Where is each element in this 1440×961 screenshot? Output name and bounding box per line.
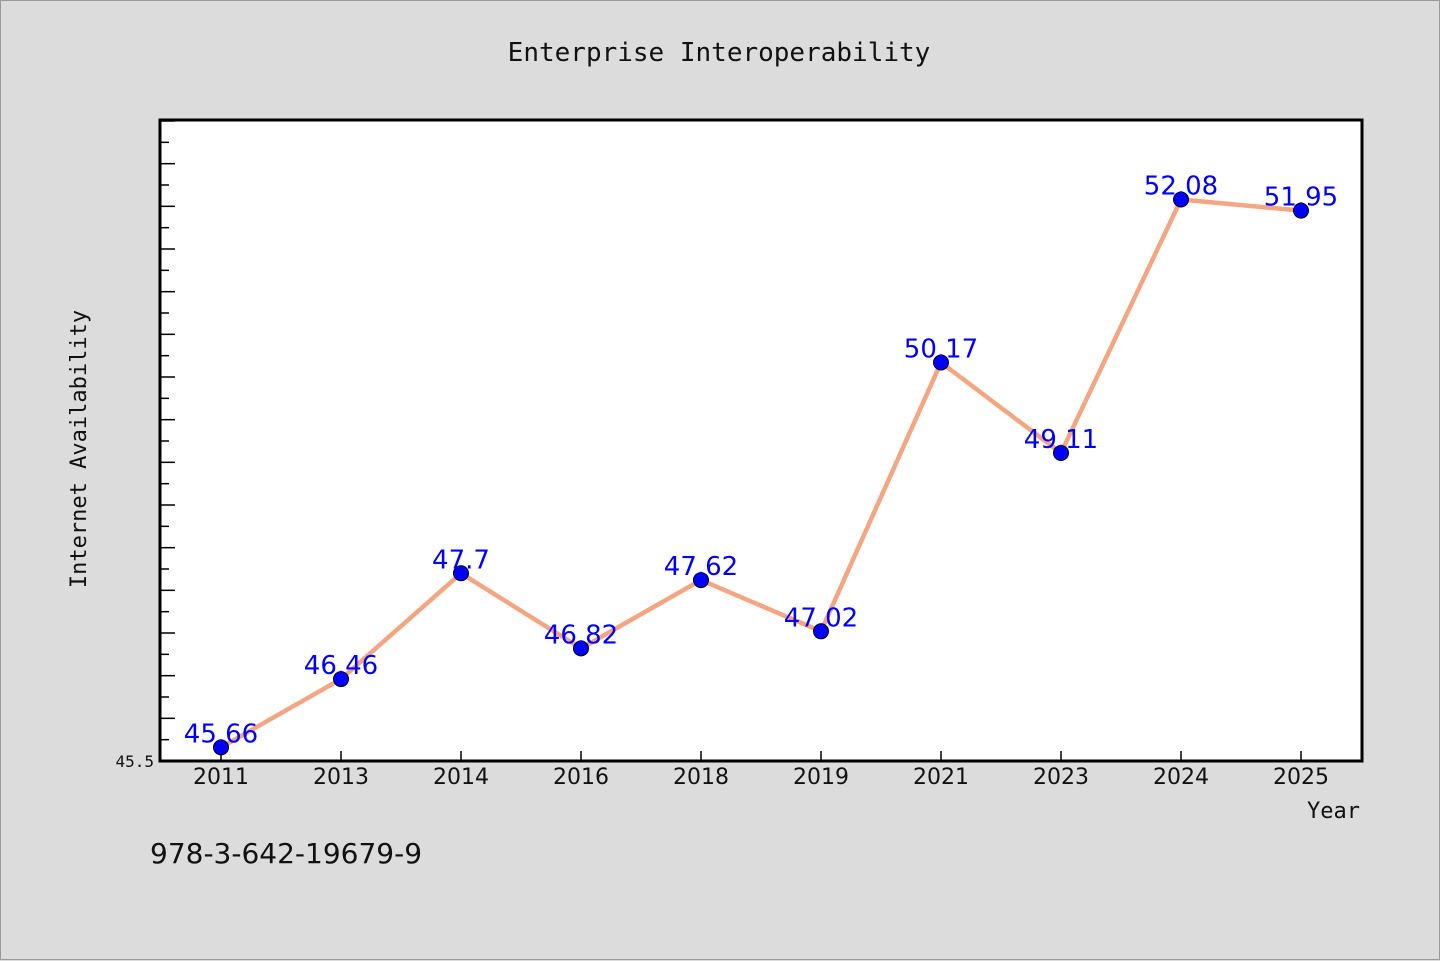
data-point [333, 671, 349, 688]
series-markers [213, 191, 1309, 756]
data-label: 47.7 [432, 545, 490, 575]
data-label: 45.66 [184, 719, 258, 749]
x-tick-label: 2016 [553, 765, 609, 790]
x-axis-label: Year [1307, 799, 1360, 824]
y-axis-ticks [161, 120, 175, 762]
data-label: 46.46 [304, 651, 378, 681]
data-point [693, 572, 709, 589]
x-tick-label: 2023 [1033, 765, 1089, 790]
data-point [933, 354, 949, 371]
data-point [1173, 191, 1189, 208]
data-label: 46.82 [544, 620, 618, 650]
data-label: 47.62 [664, 552, 738, 582]
x-axis-tick-labels: 2011 2013 2014 2016 2018 2019 2021 2023 2024 2025 [193, 765, 1329, 790]
x-tick-label: 2013 [313, 765, 369, 790]
data-point [813, 623, 829, 640]
data-label: 51.95 [1264, 183, 1338, 213]
x-tick-label: 2021 [913, 765, 969, 790]
x-axis-ticks [220, 751, 1302, 761]
data-point [1053, 444, 1069, 461]
plot-area [158, 118, 1364, 763]
data-point [453, 565, 469, 582]
data-label: 49.11 [1024, 425, 1098, 455]
x-tick-label: 2018 [673, 765, 729, 790]
data-point [573, 640, 589, 657]
data-point [213, 739, 229, 756]
data-point [1293, 202, 1309, 219]
data-label: 52.08 [1144, 172, 1218, 202]
data-label: 47.02 [784, 603, 858, 633]
x-tick-label: 2025 [1273, 765, 1329, 790]
y-axis-label: Internet Availability [67, 310, 92, 588]
data-labels: 45.66 46.46 47.7 46.82 47.62 47.02 50.17 49.11 5… [184, 172, 1338, 750]
y-axis-min-label: 45.5 [115, 752, 154, 771]
series-line [218, 197, 1304, 750]
x-tick-label: 2014 [433, 765, 489, 790]
x-tick-label: 2024 [1153, 765, 1209, 790]
x-tick-label: 2019 [793, 765, 849, 790]
footnote-isbn: 978-3-642-19679-9 [150, 837, 422, 870]
x-tick-label: 2011 [193, 765, 249, 790]
chart-title: Enterprise Interoperability [508, 38, 931, 68]
data-label: 50.17 [904, 334, 978, 364]
